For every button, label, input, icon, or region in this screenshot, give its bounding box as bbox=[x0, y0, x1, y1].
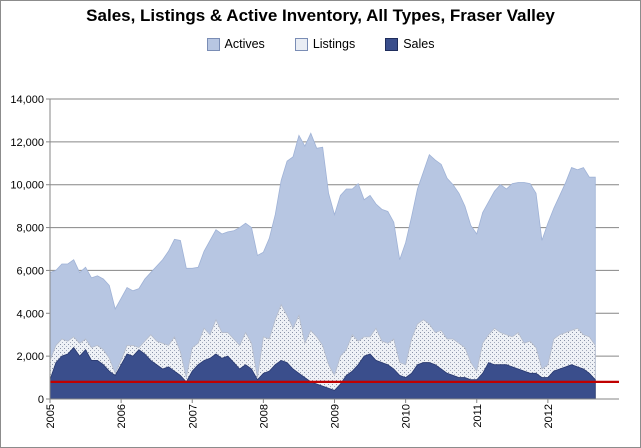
legend-label-sales: Sales bbox=[403, 37, 435, 51]
x-tick-label: 2008 bbox=[258, 404, 270, 428]
legend-swatch-sales bbox=[385, 37, 399, 51]
legend-swatch-actives bbox=[206, 37, 220, 51]
series-area-actives bbox=[49, 132, 596, 400]
chart-legend: Actives Listings Sales bbox=[0, 37, 641, 51]
legend-item-sales: Sales bbox=[385, 37, 434, 51]
x-tick-label: 2007 bbox=[187, 404, 199, 428]
x-tick-label: 2010 bbox=[401, 404, 413, 428]
legend-item-actives: Actives bbox=[206, 37, 265, 51]
legend-swatch-listings bbox=[294, 37, 308, 51]
legend-item-listings: Listings bbox=[294, 37, 356, 51]
series-area-sales bbox=[49, 346, 596, 400]
chart-title: Sales, Listings & Active Inventory, All … bbox=[86, 6, 555, 25]
legend-label-listings: Listings bbox=[312, 37, 356, 51]
y-tick-label: 6,000 bbox=[16, 265, 44, 277]
y-tick-label: 8,000 bbox=[16, 223, 44, 235]
y-tick-label: 4,000 bbox=[16, 308, 44, 320]
y-tick-label: 12,000 bbox=[10, 137, 44, 149]
x-tick-label: 2012 bbox=[543, 404, 555, 428]
series-area-listings bbox=[49, 303, 596, 400]
x-tick-label: 2005 bbox=[45, 404, 57, 428]
x-tick-label: 2009 bbox=[330, 404, 342, 428]
x-tick-label: 2006 bbox=[116, 404, 128, 428]
legend-label-actives: Actives bbox=[224, 37, 265, 51]
x-tick-label: 2011 bbox=[472, 404, 484, 428]
y-tick-label: 2,000 bbox=[16, 351, 44, 363]
y-tick-label: 10,000 bbox=[10, 180, 44, 192]
y-tick-label: 0 bbox=[38, 394, 44, 406]
y-tick-label: 14,000 bbox=[10, 94, 44, 106]
